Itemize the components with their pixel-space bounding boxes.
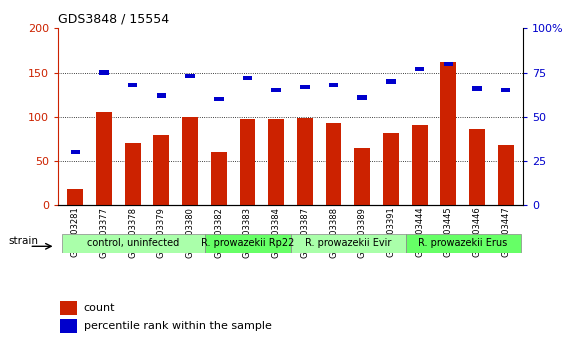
Bar <box>271 88 281 92</box>
Bar <box>96 113 112 205</box>
Bar <box>383 133 399 205</box>
Bar <box>153 135 169 205</box>
Bar <box>99 70 109 75</box>
Bar <box>60 319 77 333</box>
Text: R. prowazekii Evir: R. prowazekii Evir <box>304 238 391 249</box>
Text: GDS3848 / 15554: GDS3848 / 15554 <box>58 13 169 26</box>
Bar <box>357 95 367 99</box>
Bar <box>415 67 424 71</box>
Bar <box>329 83 338 87</box>
Bar <box>469 129 485 205</box>
Bar <box>443 62 453 66</box>
Bar <box>70 150 80 154</box>
Text: control, uninfected: control, uninfected <box>87 238 179 249</box>
Bar <box>128 83 138 87</box>
Bar <box>182 117 198 205</box>
Bar <box>297 118 313 205</box>
Bar <box>67 189 83 205</box>
Bar <box>501 88 511 92</box>
Bar <box>354 148 370 205</box>
Bar <box>412 125 428 205</box>
Text: R. prowazekii Rp22: R. prowazekii Rp22 <box>201 238 294 249</box>
Bar <box>157 93 166 98</box>
Bar <box>214 97 224 101</box>
Bar <box>440 62 456 205</box>
Bar <box>472 86 482 91</box>
Text: strain: strain <box>8 236 38 246</box>
Bar <box>185 74 195 78</box>
Bar <box>268 119 284 205</box>
Bar <box>239 119 256 205</box>
Bar <box>60 301 77 314</box>
Bar <box>125 143 141 205</box>
Bar <box>211 152 227 205</box>
Bar <box>291 234 406 253</box>
Text: count: count <box>84 303 115 313</box>
Bar <box>325 123 342 205</box>
Bar <box>205 234 291 253</box>
Text: R. prowazekii Erus: R. prowazekii Erus <box>418 238 507 249</box>
Bar <box>498 145 514 205</box>
Bar <box>406 234 521 253</box>
Bar <box>62 234 205 253</box>
Bar <box>243 76 252 80</box>
Text: percentile rank within the sample: percentile rank within the sample <box>84 321 271 331</box>
Bar <box>300 85 310 89</box>
Bar <box>386 79 396 84</box>
